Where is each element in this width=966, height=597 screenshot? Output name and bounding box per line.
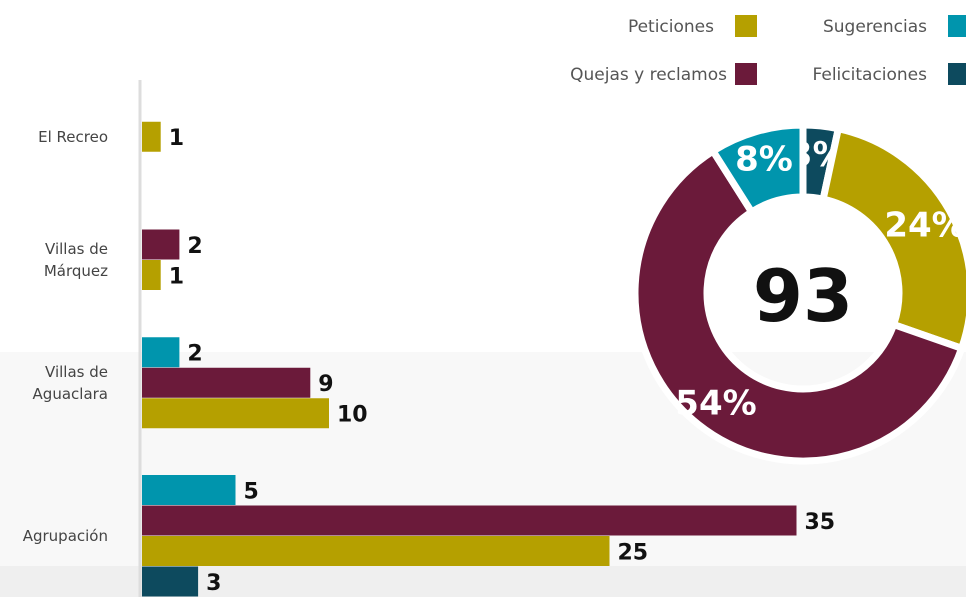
legend-label: Sugerencias	[823, 17, 927, 37]
data-label: 1	[169, 126, 184, 151]
bar	[142, 398, 329, 429]
legend-swatch	[735, 63, 757, 85]
bar	[142, 536, 610, 566]
data-label: 35	[805, 510, 836, 535]
data-label: 1	[169, 264, 184, 289]
legend-swatch	[948, 15, 966, 37]
legend-label: Peticiones	[628, 17, 714, 37]
slice-label: 54%	[675, 384, 756, 424]
bar	[142, 475, 236, 505]
data-label: 10	[337, 403, 368, 428]
legend-label: Quejas y reclamos	[570, 65, 727, 85]
donut-total: 93	[753, 254, 853, 338]
bar	[142, 505, 797, 536]
bar	[142, 337, 180, 368]
legend-swatch	[948, 63, 966, 85]
category-label: Villas de Aguaclara	[32, 363, 108, 403]
bar	[142, 367, 311, 398]
legend-swatch	[735, 15, 757, 37]
bar	[142, 566, 199, 597]
bar	[142, 229, 180, 260]
legend-label: Felicitaciones	[813, 65, 928, 85]
category-label: El Recreo	[38, 128, 108, 146]
slice-label: 8%	[735, 140, 793, 180]
donut-slice	[708, 121, 807, 217]
bar	[142, 260, 161, 290]
data-label: 25	[618, 540, 649, 565]
donut-slice	[819, 124, 966, 353]
data-label: 2	[187, 234, 202, 259]
category-label: Villas de Márquez	[43, 240, 108, 280]
data-label: 9	[318, 372, 333, 397]
data-label: 2	[187, 342, 202, 367]
bar	[142, 121, 161, 152]
slice-label: 24%	[884, 205, 965, 245]
donut-slice	[631, 146, 966, 465]
category-label: Agrupación	[22, 527, 108, 545]
data-label: 5	[244, 479, 259, 504]
data-label: 3	[206, 571, 221, 596]
